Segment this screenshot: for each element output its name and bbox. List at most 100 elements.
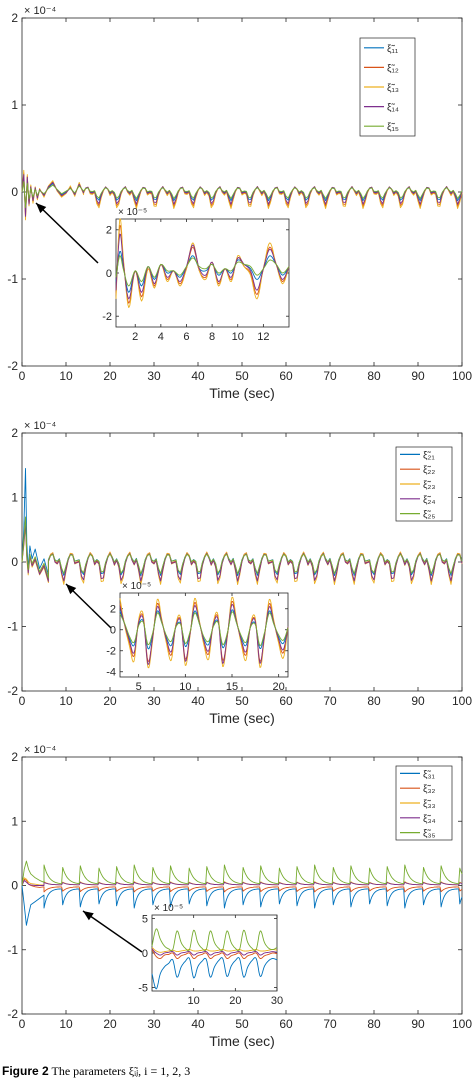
chart-1-ytick-label: -1: [7, 272, 18, 286]
figure-caption: Figure 2 The parameters ξ̃ᵢⱼ, i = 1, 2, …: [2, 1064, 190, 1079]
chart-1-xtick-label: 70: [323, 369, 337, 383]
zoom-arrow-line: [65, 583, 112, 629]
chart-2-xtick-label: 80: [367, 694, 381, 708]
chart-1-xtick-label: 10: [59, 369, 73, 383]
inset-1-ytick-label: 2: [106, 225, 112, 237]
legend-label: ξ̃₃₁: [423, 769, 436, 780]
chart-3-xtick-label: 20: [103, 1017, 117, 1031]
inset-3-ytick-label: 5: [142, 913, 148, 925]
inset-1-ytick-label: 0: [106, 268, 112, 280]
chart-2-xtick-label: 100: [452, 694, 472, 708]
legend-label: ξ̃₁₂: [387, 63, 399, 74]
inset-series-line-2-5: [119, 611, 289, 646]
chart-2-xtick-label: 20: [103, 694, 117, 708]
inset-series-line-2-1: [119, 609, 289, 650]
chart-2-xtick-label: 60: [279, 694, 293, 708]
legend-label: ξ̃₃₂: [423, 784, 436, 795]
inset-3-exponent: × 10⁻⁵: [154, 903, 183, 914]
inset-1-ytick-label: -2: [102, 311, 112, 323]
legend-label: ξ̃₂₂: [423, 465, 435, 476]
chart-1-xtick-label: 60: [279, 369, 293, 383]
x-axis-label: Time (sec): [209, 385, 275, 401]
chart-3-ytick-label: -1: [7, 943, 18, 957]
inset-3-ytick-label: -5: [138, 982, 148, 994]
inset-series-line-2-4: [119, 604, 289, 665]
chart-2-ytick-label: 0: [11, 555, 18, 569]
chart-3-ytick-label: 1: [11, 814, 18, 828]
inset-2-xtick-label: 10: [179, 681, 191, 693]
inset-series-line-3-4: [151, 948, 278, 956]
inset-series-line-1-3: [115, 218, 290, 309]
inset-series-line-3-2: [151, 949, 278, 960]
chart-1-xtick-label: 90: [411, 369, 425, 383]
chart-2-xtick-label: 10: [59, 694, 73, 708]
chart-3-xtick-label: 70: [323, 1017, 337, 1031]
chart-legend-2: ξ̃₂₁ ξ̃₂₂ ξ̃₂₃ ξ̃₂₄ ξ̃₂₅: [395, 446, 453, 522]
chart-3-exponent: × 10⁻⁴: [24, 744, 57, 756]
inset-series-line-3-5: [151, 928, 278, 952]
inset-2-xtick-label: 5: [136, 681, 142, 693]
legend-label: ξ̃₂₃: [423, 480, 435, 491]
chart-3-xtick-label: 80: [367, 1017, 381, 1031]
inset-2-xtick-label: 20: [273, 681, 285, 693]
inset-series-line-1-4: [115, 233, 290, 300]
chart-1-xtick-label: 80: [367, 369, 381, 383]
chart-3-xtick-label: 10: [59, 1017, 73, 1031]
chart-2-ytick-label: 2: [11, 426, 18, 440]
chart-3-xtick-label: 100: [452, 1017, 472, 1031]
chart-1-ytick-label: 0: [11, 185, 18, 199]
legend-label: ξ̃₂₅: [423, 510, 435, 521]
inset-1-xtick-label: 8: [209, 331, 215, 343]
chart-1-xtick-label: 100: [452, 369, 472, 383]
chart-2-xtick-label: 30: [147, 694, 161, 708]
chart-3-ytick-label: 2: [11, 750, 18, 764]
legend-label: ξ̃₁₃: [387, 83, 399, 94]
inset-3-xtick-label: 20: [229, 995, 241, 1007]
chart-3-xtick-label: 90: [411, 1017, 425, 1031]
chart-2-xtick-label: 70: [323, 694, 337, 708]
inset-1-xtick-label: 12: [257, 331, 269, 343]
inset-2-ytick-label: -2: [106, 646, 116, 658]
chart-3-ytick-label: 0: [11, 879, 18, 893]
chart-3-xtick-label: 30: [147, 1017, 161, 1031]
inset-2-ytick-label: -4: [106, 667, 116, 679]
zoom-arrow-head: [83, 911, 94, 921]
chart-2-exponent: × 10⁻⁴: [24, 420, 57, 432]
inset-2-xtick-label: 15: [226, 681, 238, 693]
chart-2-ytick-label: -1: [7, 620, 18, 634]
chart-1-xtick-label: 20: [103, 369, 117, 383]
chart-2-xtick-label: 0: [19, 694, 26, 708]
inset-series-line-2-3: [119, 596, 289, 669]
inset-3: 10 20 30 -5 0 5 × 10⁻⁵: [138, 903, 283, 1007]
inset-1-xtick-label: 10: [232, 331, 244, 343]
chart-3-ytick-label: -2: [7, 1007, 18, 1021]
chart-2-xtick-label: 40: [191, 694, 205, 708]
zoom-arrow-line: [35, 202, 99, 264]
inset-2: 5 10 15 20 -4 -2 0 2 × 10⁻⁵: [106, 581, 289, 693]
legend-label: ξ̃₃₄: [423, 814, 436, 825]
chart-2-xtick-label: 90: [411, 694, 425, 708]
chart-1-exponent: × 10⁻⁴: [24, 5, 57, 17]
inset-3-xtick-label: 30: [271, 995, 283, 1007]
zoom-arrow-head: [66, 584, 77, 595]
x-axis-label: Time (sec): [209, 710, 275, 726]
inset-3-xtick-label: 10: [188, 995, 200, 1007]
inset-1-xtick-label: 4: [158, 331, 164, 343]
legend-label: ξ̃₁₁: [387, 44, 399, 55]
chart-2-xtick-label: 50: [235, 694, 249, 708]
inset-3-ytick-label: 0: [142, 948, 148, 960]
chart-2-ytick-label: 1: [11, 491, 18, 505]
series-line-3-5: [21, 860, 463, 886]
chart-1-xtick-label: 40: [191, 369, 205, 383]
chart-1-xtick-label: 30: [147, 369, 161, 383]
legend-label: ξ̃₂₄: [423, 495, 435, 506]
x-axis-label: Time (sec): [209, 1033, 275, 1049]
inset-1-xtick-label: 2: [132, 331, 138, 343]
inset-1-exponent: × 10⁻⁵: [118, 207, 147, 218]
chart-3-xtick-label: 40: [191, 1017, 205, 1031]
chart-legend-1: ξ̃₁₁ ξ̃₁₂ ξ̃₁₃ ξ̃₁₄ ξ̃₁₅: [359, 37, 416, 137]
inset-2-ytick-label: 0: [110, 625, 116, 637]
chart-1-ytick-label: -2: [7, 359, 18, 373]
